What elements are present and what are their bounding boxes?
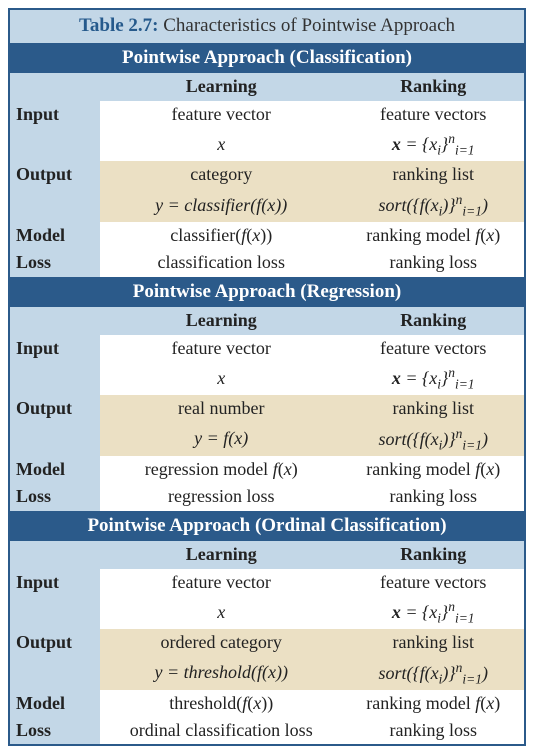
output-learning-expr: y = f(x) bbox=[100, 423, 342, 456]
model-ranking: ranking model f(x) bbox=[342, 222, 524, 249]
input-learning-expr: x bbox=[100, 596, 342, 629]
loss-ranking: ranking loss bbox=[342, 249, 524, 276]
output-ranking: ranking list bbox=[342, 395, 524, 422]
caption-label: Table 2.7: bbox=[79, 15, 159, 36]
section-title: Pointwise Approach (Classification) bbox=[10, 43, 524, 74]
loss-ranking: ranking loss bbox=[342, 483, 524, 510]
loss-row: Loss regression loss ranking loss bbox=[10, 483, 524, 510]
output-ranking-expr: sort({f(xi)}ni=1) bbox=[342, 423, 524, 456]
model-learning: regression model f(x) bbox=[100, 456, 342, 483]
caption-row: Table 2.7: Characteristics of Pointwise … bbox=[10, 10, 524, 43]
output-expr-row: y = f(x) sort({f(xi)}ni=1) bbox=[10, 423, 524, 456]
rowlabel-input: Input bbox=[10, 101, 100, 128]
section-title-row: Pointwise Approach (Classification) bbox=[10, 43, 524, 74]
input-learning-expr: x bbox=[100, 362, 342, 395]
output-row: Output category ranking list bbox=[10, 161, 524, 188]
rowlabel-output: Output bbox=[10, 161, 100, 188]
caption-cell: Table 2.7: Characteristics of Pointwise … bbox=[10, 10, 524, 43]
header-learning: Learning bbox=[100, 307, 342, 334]
header-learning: Learning bbox=[100, 73, 342, 100]
input-learning-expr: x bbox=[100, 128, 342, 161]
output-learning: category bbox=[100, 161, 342, 188]
rowlabel-loss: Loss bbox=[10, 717, 100, 744]
loss-learning: classification loss bbox=[100, 249, 342, 276]
section-title-row: Pointwise Approach (Regression) bbox=[10, 277, 524, 308]
rowlabel-loss: Loss bbox=[10, 483, 100, 510]
loss-row: Loss ordinal classification loss ranking… bbox=[10, 717, 524, 744]
output-ranking-expr: sort({f(xi)}ni=1) bbox=[342, 189, 524, 222]
output-expr-row: y = classifier(f(x)) sort({f(xi)}ni=1) bbox=[10, 189, 524, 222]
rowlabel-model: Model bbox=[10, 222, 100, 249]
section-title-row: Pointwise Approach (Ordinal Classificati… bbox=[10, 511, 524, 542]
loss-ranking: ranking loss bbox=[342, 717, 524, 744]
input-ranking-expr: x = {xi}ni=1 bbox=[342, 596, 524, 629]
input-expr-row: x x = {xi}ni=1 bbox=[10, 596, 524, 629]
rowlabel-loss: Loss bbox=[10, 249, 100, 276]
header-blank bbox=[10, 541, 100, 568]
input-ranking-expr: x = {xi}ni=1 bbox=[342, 128, 524, 161]
model-ranking: ranking model f(x) bbox=[342, 456, 524, 483]
model-row: Model regression model f(x) ranking mode… bbox=[10, 456, 524, 483]
output-expr-row: y = threshold(f(x)) sort({f(xi)}ni=1) bbox=[10, 657, 524, 690]
header-learning: Learning bbox=[100, 541, 342, 568]
output-ranking: ranking list bbox=[342, 629, 524, 656]
column-header-row: Learning Ranking bbox=[10, 307, 524, 334]
rowlabel-model: Model bbox=[10, 456, 100, 483]
table-container: Table 2.7: Characteristics of Pointwise … bbox=[8, 8, 526, 746]
rowlabel-input: Input bbox=[10, 569, 100, 596]
model-ranking: ranking model f(x) bbox=[342, 690, 524, 717]
output-learning: real number bbox=[100, 395, 342, 422]
loss-row: Loss classification loss ranking loss bbox=[10, 249, 524, 276]
input-learning: feature vector bbox=[100, 335, 342, 362]
section-title: Pointwise Approach (Regression) bbox=[10, 277, 524, 308]
model-learning: classifier(f(x)) bbox=[100, 222, 342, 249]
input-row: Input feature vector feature vectors bbox=[10, 101, 524, 128]
rowlabel-input: Input bbox=[10, 335, 100, 362]
model-row: Model classifier(f(x)) ranking model f(x… bbox=[10, 222, 524, 249]
header-ranking: Ranking bbox=[342, 73, 524, 100]
input-expr-row: x x = {xi}ni=1 bbox=[10, 128, 524, 161]
rowlabel-blank bbox=[10, 423, 100, 456]
section-title: Pointwise Approach (Ordinal Classificati… bbox=[10, 511, 524, 542]
output-learning-expr: y = threshold(f(x)) bbox=[100, 657, 342, 690]
header-ranking: Ranking bbox=[342, 307, 524, 334]
rowlabel-output: Output bbox=[10, 395, 100, 422]
model-learning: threshold(f(x)) bbox=[100, 690, 342, 717]
output-learning-expr: y = classifier(f(x)) bbox=[100, 189, 342, 222]
input-expr-row: x x = {xi}ni=1 bbox=[10, 362, 524, 395]
output-ranking-expr: sort({f(xi)}ni=1) bbox=[342, 657, 524, 690]
rowlabel-blank bbox=[10, 189, 100, 222]
input-learning: feature vector bbox=[100, 569, 342, 596]
output-learning: ordered category bbox=[100, 629, 342, 656]
caption-text-value: Characteristics of Pointwise Approach bbox=[163, 15, 455, 36]
rowlabel-blank bbox=[10, 596, 100, 629]
rowlabel-blank bbox=[10, 657, 100, 690]
input-row: Input feature vector feature vectors bbox=[10, 569, 524, 596]
rowlabel-output: Output bbox=[10, 629, 100, 656]
input-learning: feature vector bbox=[100, 101, 342, 128]
output-row: Output ordered category ranking list bbox=[10, 629, 524, 656]
input-row: Input feature vector feature vectors bbox=[10, 335, 524, 362]
column-header-row: Learning Ranking bbox=[10, 73, 524, 100]
input-ranking: feature vectors bbox=[342, 569, 524, 596]
input-ranking-expr: x = {xi}ni=1 bbox=[342, 362, 524, 395]
output-row: Output real number ranking list bbox=[10, 395, 524, 422]
model-row: Model threshold(f(x)) ranking model f(x) bbox=[10, 690, 524, 717]
rowlabel-blank bbox=[10, 128, 100, 161]
header-blank bbox=[10, 73, 100, 100]
output-ranking: ranking list bbox=[342, 161, 524, 188]
loss-learning: regression loss bbox=[100, 483, 342, 510]
input-ranking: feature vectors bbox=[342, 335, 524, 362]
header-blank bbox=[10, 307, 100, 334]
rowlabel-model: Model bbox=[10, 690, 100, 717]
pointwise-table: Table 2.7: Characteristics of Pointwise … bbox=[10, 10, 524, 744]
header-ranking: Ranking bbox=[342, 541, 524, 568]
column-header-row: Learning Ranking bbox=[10, 541, 524, 568]
loss-learning: ordinal classification loss bbox=[100, 717, 342, 744]
rowlabel-blank bbox=[10, 362, 100, 395]
input-ranking: feature vectors bbox=[342, 101, 524, 128]
